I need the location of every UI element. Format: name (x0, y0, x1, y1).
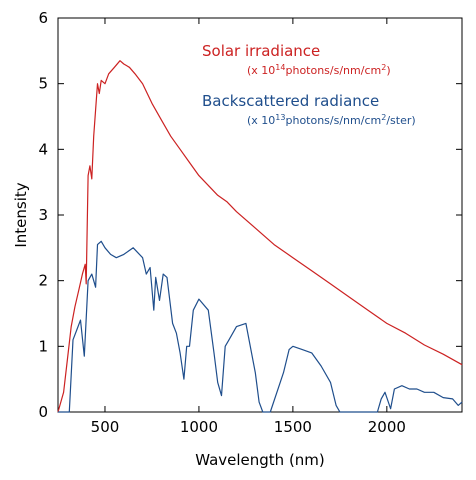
x-axis-label: Wavelength (nm) (195, 451, 325, 469)
series-line-solar-irradiance (57, 60, 463, 413)
legend-solar-unit: (x 1014photons/s/nm/cm2) (247, 63, 391, 78)
x-tick-label: 1500 (274, 418, 312, 436)
legend-backscatter-unit-exp2: 2 (381, 113, 386, 122)
x-tick-label: 1000 (180, 418, 218, 436)
x-tick-label: 2000 (368, 418, 406, 436)
y-tick-label: 6 (38, 9, 48, 27)
legend-backscatter-unit-suffix: /ster) (386, 114, 415, 127)
x-tick-label: 500 (91, 418, 120, 436)
y-tick-label: 0 (38, 403, 48, 421)
y-tick-label: 5 (38, 75, 48, 93)
legend-solar-unit-mid: photons/s/nm/cm (285, 64, 381, 77)
y-tick-label: 3 (38, 206, 48, 224)
legend-solar-unit-suffix: ) (386, 64, 390, 77)
legend-backscatter-unit: (x 1013photons/s/nm/cm2/ster) (247, 113, 416, 128)
legend-solar-unit-prefix: (x 10 (247, 64, 275, 77)
legend-backscatter-unit-prefix: (x 10 (247, 114, 275, 127)
legend-backscatter-unit-exp: 13 (275, 113, 285, 122)
y-tick-label: 2 (38, 272, 48, 290)
series-line-backscattered-radiance (58, 240, 463, 413)
x-axis-ticks: 500 1000 1500 2000 (91, 18, 406, 436)
series-layer (57, 60, 463, 413)
plot-frame (57, 17, 463, 413)
legend-backscatter-title: Backscattered radiance (202, 92, 379, 110)
legend-backscatter-unit-mid: photons/s/nm/cm (285, 114, 381, 127)
legend: Solar irradiance (x 1014photons/s/nm/cm2… (202, 42, 416, 127)
y-tick-label: 1 (38, 337, 48, 355)
y-axis-label: Intensity (12, 182, 30, 247)
legend-solar-unit-exp: 14 (275, 63, 285, 72)
legend-solar-unit-exp2: 2 (381, 63, 386, 72)
legend-solar-title: Solar irradiance (202, 42, 320, 60)
y-axis-ticks: 0 1 2 3 4 5 6 (38, 9, 462, 421)
y-tick-label: 4 (38, 140, 48, 158)
